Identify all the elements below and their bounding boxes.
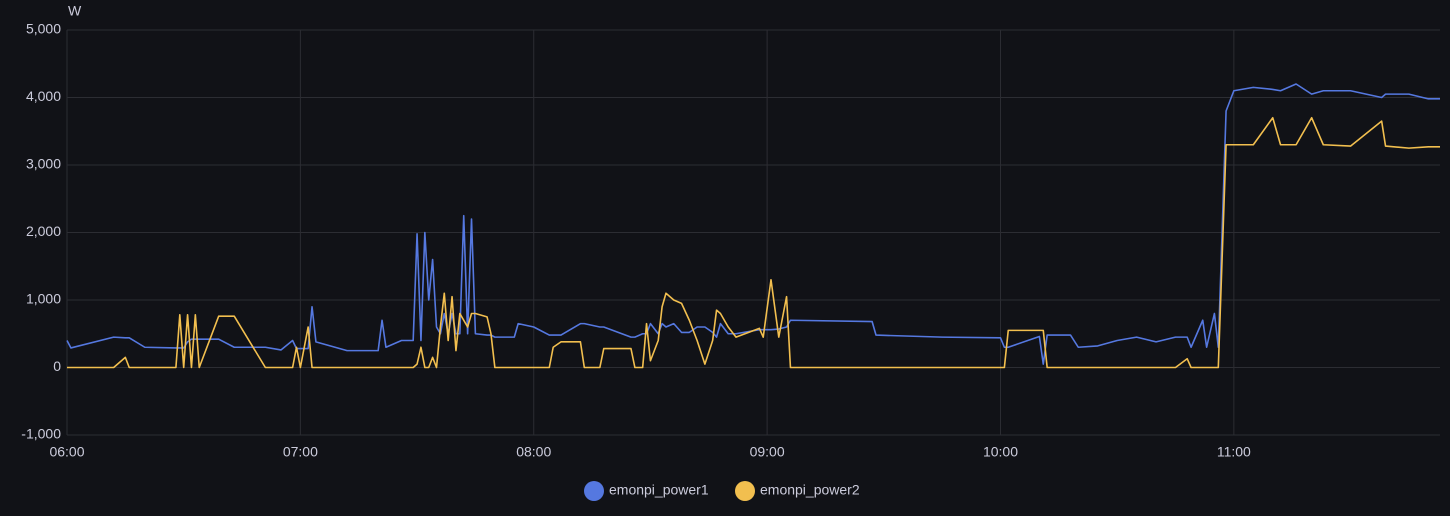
y-tick-label: 0 (53, 358, 61, 374)
legend-label: emonpi_power1 (609, 482, 709, 498)
x-tick-label: 06:00 (49, 444, 84, 460)
legend-label: emonpi_power2 (760, 482, 860, 498)
y-axis-unit: W (68, 3, 82, 19)
x-tick-label: 09:00 (750, 444, 785, 460)
legend-marker (735, 481, 755, 501)
legend-marker (584, 481, 604, 501)
y-tick-label: -1,000 (21, 426, 61, 442)
y-tick-label: 4,000 (26, 88, 61, 104)
y-tick-label: 1,000 (26, 291, 61, 307)
y-tick-label: 5,000 (26, 21, 61, 37)
x-tick-label: 08:00 (516, 444, 551, 460)
x-tick-label: 07:00 (283, 444, 318, 460)
x-tick-label: 11:00 (1217, 444, 1251, 460)
y-tick-label: 3,000 (26, 156, 61, 172)
series-line (67, 116, 1440, 369)
x-tick-label: 10:00 (983, 444, 1018, 460)
y-tick-label: 2,000 (26, 223, 61, 239)
